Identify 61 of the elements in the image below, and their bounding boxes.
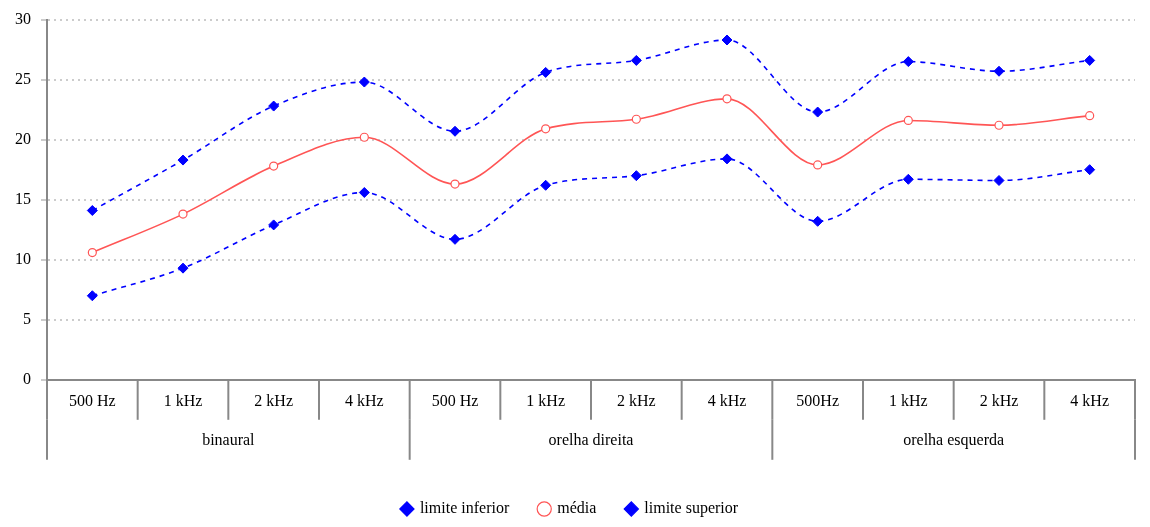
point: [87, 247, 97, 258]
point: [813, 160, 823, 170]
point: [540, 66, 552, 78]
y-tick-label: 0: [23, 370, 31, 387]
point: [722, 94, 732, 104]
point: [359, 132, 369, 142]
x-tick-label: 1 kHz: [889, 391, 928, 409]
point: [630, 170, 642, 182]
y-tick-label: 5: [23, 309, 31, 327]
point: [812, 106, 824, 118]
legend-label: limite superior: [644, 499, 739, 518]
point: [1084, 54, 1096, 66]
point: [993, 65, 1005, 77]
point: [177, 262, 189, 274]
x-tick-label: 2 kHz: [617, 391, 656, 409]
point: [902, 173, 914, 185]
point: [178, 209, 188, 219]
x-tick-label: 1 kHz: [163, 391, 203, 409]
point: [540, 179, 552, 191]
x-tick-label: 4 kHz: [1070, 391, 1109, 409]
x-tick-label: 500 Hz: [431, 391, 479, 409]
point: [903, 115, 913, 126]
text: orelha direita: [548, 431, 634, 448]
point: [268, 100, 280, 112]
point: [449, 125, 461, 137]
point: [631, 114, 641, 124]
y-tick-label: 10: [15, 249, 31, 267]
y-tick-label: 20: [15, 129, 31, 147]
point: [1084, 164, 1096, 176]
y-tick-label: 30: [15, 9, 31, 27]
x-tick-label: 2 kHz: [254, 391, 293, 409]
point: [269, 161, 279, 171]
text: binaural: [202, 431, 256, 448]
y-tick-label: 25: [15, 69, 31, 87]
point: [541, 124, 551, 134]
point: [268, 219, 280, 231]
point: [449, 233, 461, 245]
x-tick-label: 500Hz: [796, 391, 839, 409]
point: [358, 76, 370, 88]
text: orelha esquerda: [903, 431, 1005, 449]
point: [358, 187, 370, 198]
x-tick-label: 4 kHz: [345, 391, 384, 409]
point: [721, 34, 733, 46]
point: [177, 154, 189, 166]
point: [86, 205, 98, 217]
point: [630, 54, 642, 66]
y-tick-label: 15: [15, 189, 31, 207]
point: [86, 290, 98, 302]
point: [812, 215, 824, 227]
x-tick-label: 2 kHz: [979, 391, 1019, 409]
x-tick-label: 500 Hz: [69, 391, 116, 409]
legend-label: média: [557, 499, 597, 517]
x-tick-label: 1 kHz: [526, 391, 565, 409]
legend-label: limite inferior: [419, 499, 510, 517]
point: [450, 179, 460, 189]
point: [993, 174, 1005, 186]
point: [902, 56, 914, 68]
point: [994, 120, 1004, 130]
x-tick-label: 4 kHz: [707, 391, 747, 409]
point: [1085, 111, 1095, 121]
point: [721, 153, 733, 165]
